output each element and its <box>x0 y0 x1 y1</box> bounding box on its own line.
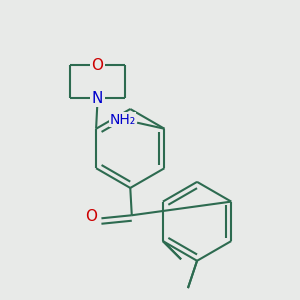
Text: NH₂: NH₂ <box>110 112 136 127</box>
Text: N: N <box>92 91 103 106</box>
Text: O: O <box>85 209 97 224</box>
Text: O: O <box>92 58 104 73</box>
